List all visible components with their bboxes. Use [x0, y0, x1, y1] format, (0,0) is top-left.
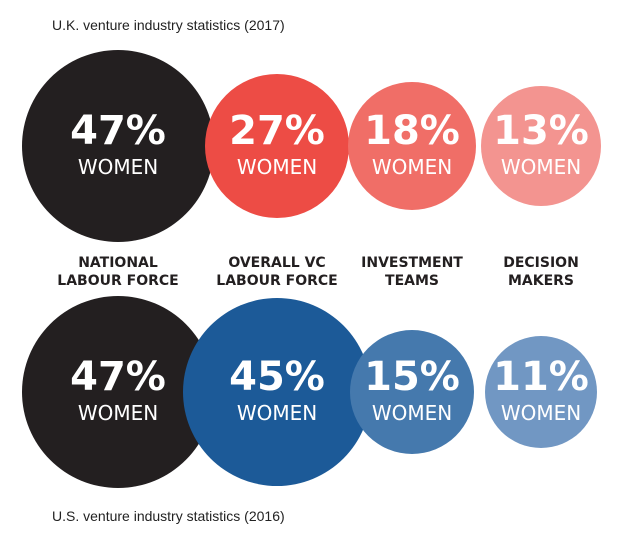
uk-bubble-3	[348, 82, 476, 210]
uk-bubble-1	[22, 50, 214, 242]
uk-value-label-3: 18%	[364, 108, 460, 154]
category-label-line: LABOUR FORCE	[216, 273, 338, 289]
us-value-label-4: 11%	[493, 354, 589, 400]
us-bubble-4	[485, 336, 597, 448]
uk-women-label-4: WOMEN	[501, 155, 581, 179]
category-label-line: MAKERS	[507, 273, 575, 289]
uk-value-label-4: 13%	[493, 108, 589, 154]
uk-women-label-3: WOMEN	[372, 155, 452, 179]
uk-women-label-2: WOMEN	[237, 155, 317, 179]
uk-value-label-2: 27%	[229, 108, 325, 154]
category-label-line: LABOUR FORCE	[57, 273, 179, 289]
category-label-line: NATIONAL	[78, 255, 158, 271]
category-label-4: DECISION MAKERS	[471, 254, 611, 290]
category-label-line: OVERALL VC	[228, 255, 326, 271]
category-label-1: NATIONAL LABOUR FORCE	[48, 254, 188, 290]
us-bubble-3	[350, 330, 474, 454]
uk-women-label-1: WOMEN	[78, 155, 158, 179]
us-chart-title: U.S. venture industry statistics (2016)	[52, 508, 285, 524]
us-bubble-2	[183, 298, 371, 486]
category-label-line: TEAMS	[385, 273, 439, 289]
category-label-2: OVERALL VC LABOUR FORCE	[207, 254, 347, 290]
uk-chart-title: U.K. venture industry statistics (2017)	[52, 17, 285, 33]
uk-bubble-4	[481, 86, 601, 206]
us-women-label-3: WOMEN	[372, 401, 452, 425]
us-women-label-2: WOMEN	[237, 401, 317, 425]
uk-value-label-1: 47%	[70, 108, 166, 154]
category-label-3: INVESTMENT TEAMS	[342, 254, 482, 290]
us-bubble-1	[22, 296, 214, 488]
us-value-label-1: 47%	[70, 354, 166, 400]
category-label-line: INVESTMENT	[361, 255, 463, 271]
us-women-label-1: WOMEN	[78, 401, 158, 425]
us-women-label-4: WOMEN	[501, 401, 581, 425]
us-value-label-3: 15%	[364, 354, 460, 400]
us-value-label-2: 45%	[229, 354, 325, 400]
uk-bubble-2	[205, 74, 349, 218]
category-label-line: DECISION	[503, 255, 579, 271]
